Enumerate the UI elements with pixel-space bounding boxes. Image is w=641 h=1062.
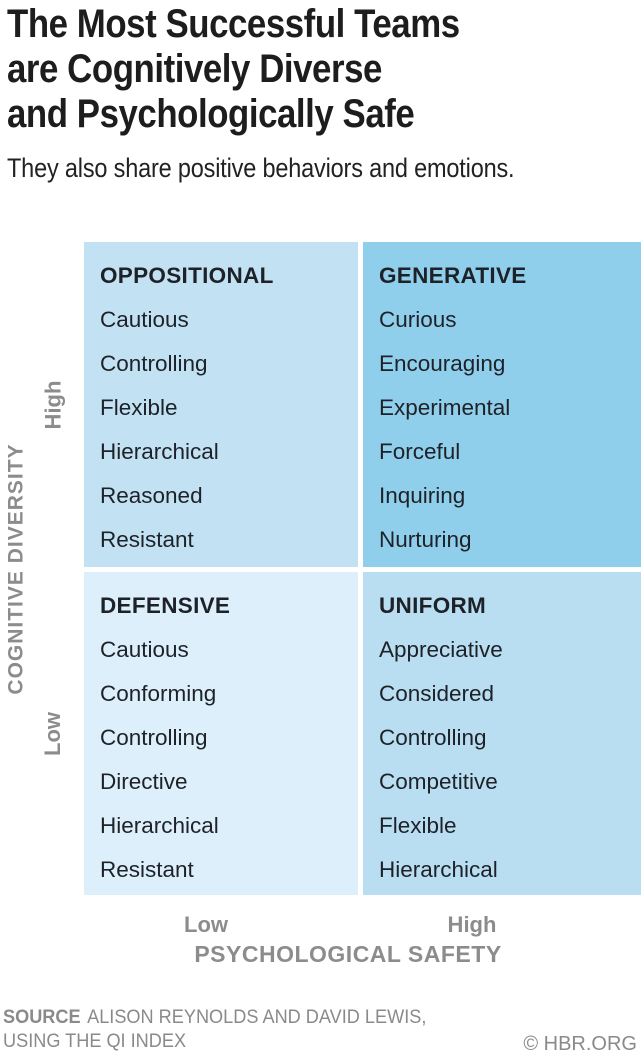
quadrant-trait: Competitive	[379, 769, 498, 794]
x-axis-tick-low: Low	[184, 912, 228, 937]
quadrant-trait: Controlling	[100, 351, 208, 376]
quadrant-generative: GENERATIVE Curious Encouraging Experimen…	[363, 242, 641, 567]
copyright-notice: © HBR.ORG	[523, 1033, 637, 1055]
chart-title-line-1: The Most Successful Teams	[7, 2, 460, 46]
chart-title: The Most Successful Teams are Cognitivel…	[7, 2, 633, 137]
quadrant-trait: Inquiring	[379, 483, 466, 508]
quadrant-uniform: UNIFORM Appreciative Considered Controll…	[363, 572, 641, 895]
quadrant-heading: GENERATIVE	[379, 263, 527, 288]
quadrant-trait: Reasoned	[100, 483, 203, 508]
y-axis-tick-low-wrap: Low	[38, 572, 68, 895]
quadrant-trait: Flexible	[379, 813, 457, 838]
quadrant-trait: Flexible	[100, 395, 178, 420]
quadrant-trait: Considered	[379, 681, 495, 706]
quadrant-trait: Nurturing	[379, 527, 472, 552]
quadrant-trait: Controlling	[379, 725, 487, 750]
y-axis-title: COGNITIVE DIVERSITY	[5, 442, 29, 695]
quadrant-heading: OPPOSITIONAL	[100, 263, 274, 288]
quadrant-trait: Encouraging	[379, 351, 506, 376]
quadrant-oppositional: OPPOSITIONAL Cautious Controlling Flexib…	[84, 242, 358, 567]
header: The Most Successful Teams are Cognitivel…	[7, 2, 633, 184]
quadrant-grid: OPPOSITIONAL Cautious Controlling Flexib…	[84, 242, 641, 895]
quadrant-trait: Hierarchical	[379, 857, 498, 882]
quadrant-trait: Conforming	[100, 681, 217, 706]
quadrant-trait: Cautious	[100, 307, 189, 332]
quadrant-trait: Resistant	[100, 527, 194, 552]
y-axis-tick-low: Low	[40, 711, 65, 756]
quadrant-trait: Appreciative	[379, 637, 503, 662]
chart-title-line-3: and Psychologically Safe	[7, 92, 415, 136]
y-axis-tick-high: High	[40, 380, 66, 429]
chart-subtitle: They also share positive behaviors and e…	[7, 153, 515, 183]
chart-title-line-2: are Cognitively Diverse	[7, 47, 382, 91]
source-authors: ALISON REYNOLDS AND DAVID LEWIS,	[87, 1006, 427, 1028]
quadrant-defensive: DEFENSIVE Cautious Conforming Controllin…	[84, 572, 358, 895]
quadrant-trait: Forceful	[379, 439, 461, 464]
quadrant-trait: Cautious	[100, 637, 189, 662]
quadrant-trait: Hierarchical	[100, 439, 219, 464]
quadrant-heading: DEFENSIVE	[100, 593, 231, 618]
quadrant-heading: UNIFORM	[379, 593, 487, 618]
quadrant-trait: Curious	[379, 307, 457, 332]
source-label: SOURCE	[3, 1006, 81, 1028]
x-axis-tick-high: High	[447, 912, 497, 937]
source-line-1: SOURCE ALISON REYNOLDS AND DAVID LEWIS,	[3, 1005, 426, 1029]
quadrant-trait: Resistant	[100, 857, 194, 882]
source-line-2: USING THE QI INDEX	[3, 1030, 187, 1052]
quadrant-trait: Hierarchical	[100, 813, 219, 838]
y-axis-tick-high-wrap: High	[38, 242, 68, 567]
quadrant-trait: Directive	[100, 769, 188, 794]
quadrant-trait: Experimental	[379, 395, 511, 420]
x-axis-title: PSYCHOLOGICAL SAFETY	[194, 941, 502, 967]
quadrant-trait: Controlling	[100, 725, 208, 750]
source-note: SOURCE ALISON REYNOLDS AND DAVID LEWIS, U…	[3, 1005, 426, 1053]
y-axis: COGNITIVE DIVERSITY	[2, 242, 32, 895]
